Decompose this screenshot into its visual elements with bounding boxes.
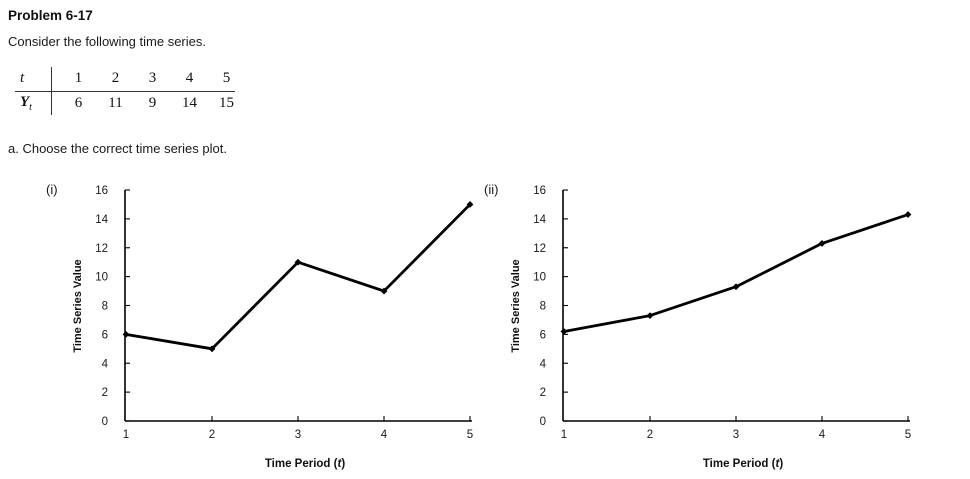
svg-text:16: 16	[95, 185, 108, 197]
svg-text:2: 2	[540, 387, 546, 399]
svg-text:2: 2	[647, 429, 653, 441]
svg-text:3: 3	[295, 429, 301, 441]
svg-text:14: 14	[95, 214, 108, 226]
time-series-table: t 1 2 3 4 5 Yt 6 11 9 14 15	[14, 66, 246, 116]
svg-text:3: 3	[733, 429, 739, 441]
svg-text:8: 8	[102, 301, 108, 313]
svg-text:4: 4	[819, 429, 826, 441]
svg-text:12: 12	[95, 243, 108, 255]
svg-text:0: 0	[102, 416, 108, 428]
svg-text:5: 5	[467, 429, 473, 441]
svg-text:2: 2	[102, 387, 108, 399]
x-axis-label: Time Period (t)	[264, 458, 346, 470]
t-value-cell: 1	[74, 70, 83, 86]
svg-text:4: 4	[540, 358, 547, 370]
svg-text:4: 4	[102, 358, 109, 370]
svg-text:14: 14	[533, 214, 546, 226]
svg-text:6: 6	[540, 329, 546, 341]
row-label-yt: Yt	[20, 94, 32, 113]
table-row-yt: Yt 6 11 9 14 15	[14, 91, 246, 116]
chart-label-i: (i)	[46, 182, 58, 197]
y-value-cell: 9	[148, 95, 157, 111]
chart-option-i: (i) 0 2 4 6 8 10 12 14 16 1 2 3 4 5 Time Series Value…	[40, 178, 485, 478]
intro-text: Consider the following time series.	[8, 34, 206, 49]
svg-text:12: 12	[533, 243, 546, 255]
svg-text:8: 8	[540, 301, 546, 313]
svg-text:0: 0	[540, 416, 546, 428]
svg-text:10: 10	[95, 272, 108, 284]
t-value-cell: 4	[185, 70, 194, 86]
y-value-cell: 6	[74, 95, 83, 111]
table-horizontal-divider	[15, 91, 235, 92]
svg-text:10: 10	[533, 272, 546, 284]
svg-text:1: 1	[123, 429, 129, 441]
row-label-t: t	[20, 70, 25, 86]
y-value-cell: 11	[108, 95, 123, 111]
chart-option-ii: (ii) 0 2 4 6 8 10 12 14 16 1 2 3 4 5 Time Series Valu…	[478, 178, 923, 478]
t-value-cell: 2	[111, 70, 120, 86]
svg-text:1: 1	[561, 429, 567, 441]
page-title: Problem 6-17	[8, 8, 93, 23]
question-text: a. Choose the correct time series plot.	[8, 141, 227, 156]
svg-text:5: 5	[905, 429, 911, 441]
svg-text:4: 4	[381, 429, 388, 441]
y-value-cell: 14	[182, 95, 197, 111]
svg-text:2: 2	[209, 429, 215, 441]
y-axis-label: Time Series Value	[510, 259, 522, 353]
x-axis-label: Time Period (t)	[702, 458, 784, 470]
svg-text:16: 16	[533, 185, 546, 197]
y-axis-label: Time Series Value	[72, 259, 84, 353]
chart-label-ii: (ii)	[484, 182, 499, 197]
y-value-cell: 15	[219, 95, 234, 111]
svg-text:6: 6	[102, 329, 108, 341]
t-value-cell: 5	[222, 70, 231, 86]
table-row-t: t 1 2 3 4 5	[14, 66, 246, 91]
t-value-cell: 3	[148, 70, 157, 86]
